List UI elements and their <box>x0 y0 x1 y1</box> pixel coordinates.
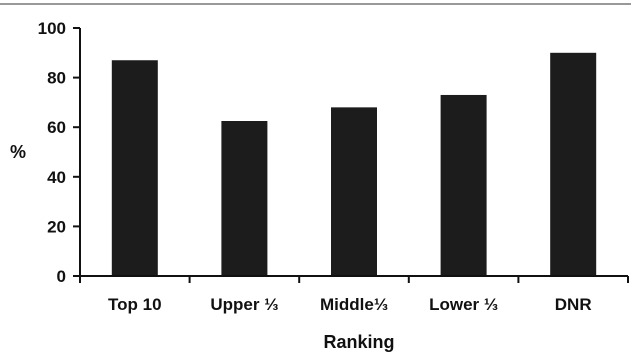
x-axis-title: Ranking <box>323 332 394 352</box>
y-tick-label: 40 <box>47 168 66 187</box>
bar-2 <box>221 121 268 276</box>
y-axis-title: % <box>10 142 26 162</box>
bar-5 <box>550 52 597 276</box>
x-axis-ticks: Top 10 Upper ⅓ Middle⅓ Lower ⅓ DNR <box>79 276 629 314</box>
bar-4 <box>440 94 487 277</box>
y-tick-label: 100 <box>38 19 66 38</box>
bars-group <box>111 52 597 277</box>
x-category-label: Top 10 <box>108 295 162 314</box>
x-category-label: DNR <box>555 295 592 314</box>
y-axis-ticks: 0 20 40 60 80 100 <box>38 19 80 286</box>
x-category-label: Middle⅓ <box>320 295 388 314</box>
y-tick-label: 80 <box>47 69 66 88</box>
bar-1 <box>111 60 158 276</box>
x-category-label: Upper ⅓ <box>210 295 278 314</box>
bar-3 <box>331 107 377 276</box>
y-tick-label: 20 <box>47 217 66 236</box>
x-category-label: Lower ⅓ <box>429 295 498 314</box>
y-tick-label: 60 <box>47 118 66 137</box>
y-tick-label: 0 <box>57 267 66 286</box>
